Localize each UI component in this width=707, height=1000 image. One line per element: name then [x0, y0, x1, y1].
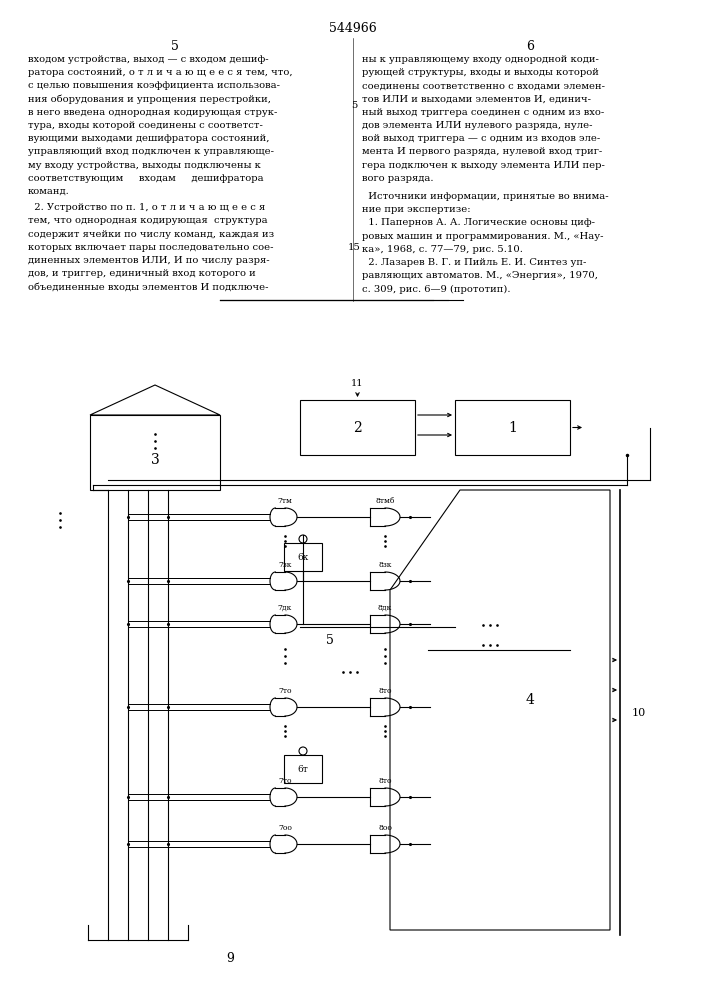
- Text: 7тм: 7тм: [278, 497, 293, 505]
- Text: 6: 6: [526, 40, 534, 53]
- Text: ны к управляющему входу однородной коди-: ны к управляющему входу однородной коди-: [362, 55, 599, 64]
- Text: 7дк: 7дк: [278, 604, 292, 612]
- Text: ный выход триггера соединен с одним из вхо-: ный выход триггера соединен с одним из в…: [362, 108, 604, 117]
- Text: 1. Папернов А. А. Логические основы циф-: 1. Папернов А. А. Логические основы циф-: [362, 218, 595, 227]
- Text: 2. Устройство по п. 1, о т л и ч а ю щ е е с я: 2. Устройство по п. 1, о т л и ч а ю щ е…: [28, 203, 265, 212]
- Text: 3: 3: [151, 453, 159, 467]
- Text: 2: 2: [353, 420, 362, 434]
- Text: в него введена однородная кодирующая струк-: в него введена однородная кодирующая стр…: [28, 108, 277, 117]
- Text: 8то: 8то: [378, 687, 392, 695]
- Text: дов, и триггер, единичный вход которого и: дов, и триггер, единичный вход которого …: [28, 269, 256, 278]
- Text: соответствующим     входам     дешифратора: соответствующим входам дешифратора: [28, 174, 264, 183]
- Text: с. 309, рис. 6—9 (прототип).: с. 309, рис. 6—9 (прототип).: [362, 284, 510, 294]
- Text: команд.: команд.: [28, 187, 70, 196]
- Text: диненных элементов ИЛИ, И по числу разря-: диненных элементов ИЛИ, И по числу разря…: [28, 256, 269, 265]
- Text: тура, входы которой соединены с соответст-: тура, входы которой соединены с соответс…: [28, 121, 263, 130]
- Text: му входу устройства, выходы подключены к: му входу устройства, выходы подключены к: [28, 161, 261, 170]
- Bar: [90, 415, 220, 490]
- Text: 5: 5: [351, 101, 357, 110]
- Text: 11: 11: [351, 379, 363, 388]
- Bar: [284, 543, 322, 571]
- Text: 6т: 6т: [298, 764, 308, 774]
- Bar: [300, 400, 415, 455]
- Bar: [284, 755, 322, 783]
- Text: объединенные входы элементов И подключе-: объединенные входы элементов И подключе-: [28, 282, 269, 291]
- Text: мента И первого разряда, нулевой вход триг-: мента И первого разряда, нулевой вход тр…: [362, 147, 602, 156]
- Text: 8оо: 8оо: [378, 824, 392, 832]
- Text: ние при экспертизе:: ние при экспертизе:: [362, 205, 471, 214]
- Text: Источники информации, принятые во внима-: Источники информации, принятые во внима-: [362, 192, 609, 201]
- Text: входом устройства, выход — с входом дешиф-: входом устройства, выход — с входом деши…: [28, 55, 269, 64]
- Text: 7ᴈк: 7ᴈк: [279, 561, 292, 569]
- Text: 7то: 7то: [279, 687, 292, 695]
- Text: 5: 5: [326, 634, 334, 647]
- Text: вого разряда.: вого разряда.: [362, 174, 433, 183]
- Text: 8тмб: 8тмб: [375, 497, 395, 505]
- Text: 544966: 544966: [329, 22, 377, 35]
- Text: равляющих автоматов. М., «Энергия», 1970,: равляющих автоматов. М., «Энергия», 1970…: [362, 271, 598, 280]
- Text: 7ᴛо: 7ᴛо: [279, 777, 292, 785]
- Text: 10: 10: [632, 708, 646, 718]
- Text: 7оо: 7оо: [278, 824, 292, 832]
- Text: 4: 4: [525, 693, 534, 707]
- Text: гера подключен к выходу элемента ИЛИ пер-: гера подключен к выходу элемента ИЛИ пер…: [362, 161, 605, 170]
- Bar: [455, 400, 570, 455]
- Text: ровых машин и программирования. М., «Нау-: ровых машин и программирования. М., «Нау…: [362, 232, 604, 241]
- Text: 8ᴛо: 8ᴛо: [378, 777, 392, 785]
- Text: тов ИЛИ и выходами элементов И, единич-: тов ИЛИ и выходами элементов И, единич-: [362, 95, 591, 104]
- Text: с целью повышения коэффициента использова-: с целью повышения коэффициента использов…: [28, 81, 280, 90]
- Text: дов элемента ИЛИ нулевого разряда, нуле-: дов элемента ИЛИ нулевого разряда, нуле-: [362, 121, 592, 130]
- Text: ния оборудования и упрощения перестройки,: ния оборудования и упрощения перестройки…: [28, 95, 271, 104]
- Text: управляющий вход подключен к управляюще-: управляющий вход подключен к управляюще-: [28, 147, 274, 156]
- Text: 2. Лазарев В. Г. и Пийль Е. И. Синтез уп-: 2. Лазарев В. Г. и Пийль Е. И. Синтез уп…: [362, 258, 586, 267]
- Text: 1: 1: [508, 420, 517, 434]
- Text: тем, что однородная кодирующая  структура: тем, что однородная кодирующая структура: [28, 216, 268, 225]
- Text: рующей структуры, входы и выходы которой: рующей структуры, входы и выходы которой: [362, 68, 599, 77]
- Text: 8ᴈк: 8ᴈк: [378, 561, 392, 569]
- Text: которых включает пары последовательно сое-: которых включает пары последовательно со…: [28, 243, 274, 252]
- Text: содержит ячейки по числу команд, каждая из: содержит ячейки по числу команд, каждая …: [28, 230, 274, 239]
- Text: 6к: 6к: [298, 552, 309, 562]
- Text: ратора состояний, о т л и ч а ю щ е е с я тем, что,: ратора состояний, о т л и ч а ю щ е е с …: [28, 68, 293, 77]
- Text: 9: 9: [226, 952, 234, 964]
- Text: вой выход триггера — с одним из входов эле-: вой выход триггера — с одним из входов э…: [362, 134, 600, 143]
- Text: вующими выходами дешифратора состояний,: вующими выходами дешифратора состояний,: [28, 134, 269, 143]
- Text: 5: 5: [171, 40, 179, 53]
- Text: 15: 15: [348, 243, 361, 252]
- Text: 8дк: 8дк: [378, 604, 392, 612]
- Text: соединены соответственно с входами элемен-: соединены соответственно с входами элеме…: [362, 81, 605, 90]
- Text: ка», 1968, с. 77—79, рис. 5.10.: ка», 1968, с. 77—79, рис. 5.10.: [362, 245, 523, 254]
